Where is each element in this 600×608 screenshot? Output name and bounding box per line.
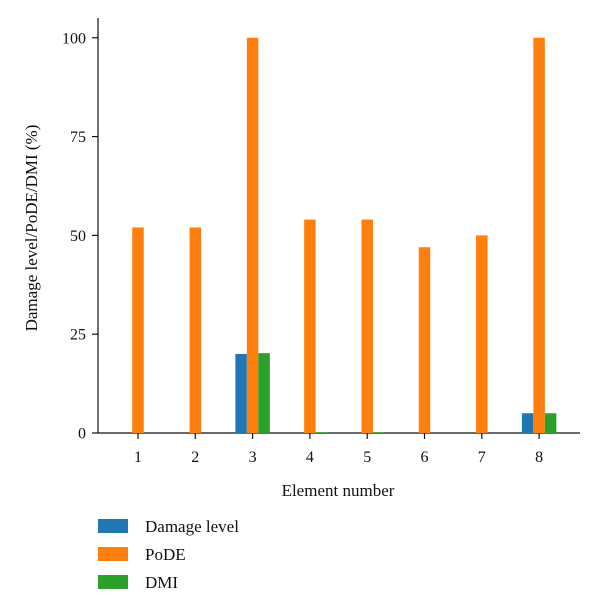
x-tick-label: 3 <box>249 449 257 466</box>
x-tick-label: 2 <box>191 449 199 466</box>
bar-pode <box>418 247 431 433</box>
bar-pode <box>533 37 545 434</box>
bar-pode <box>361 219 373 433</box>
y-tick-label: 50 <box>70 228 86 245</box>
bar-pode <box>132 227 144 433</box>
x-tick-label: 8 <box>535 449 543 466</box>
bars <box>132 37 557 434</box>
y-tick-label: 75 <box>70 129 86 146</box>
bar-dmi <box>258 353 270 433</box>
y-axis-ticks: 0 25 50 75 100 <box>62 30 98 443</box>
x-axis-label: Element number <box>282 481 395 500</box>
x-tick-label: 7 <box>478 449 486 466</box>
x-tick-label: 6 <box>421 449 429 466</box>
x-tick-label: 4 <box>306 449 314 466</box>
bar-damage-level <box>521 413 534 433</box>
y-tick-label: 25 <box>70 327 86 344</box>
y-tick-label: 100 <box>62 30 86 47</box>
bar-pode <box>304 219 316 433</box>
legend-label: PoDE <box>145 545 186 564</box>
bar-dmi <box>544 413 557 433</box>
legend-swatch <box>98 575 128 589</box>
bar-pode <box>189 227 202 433</box>
plot-area: 0 25 50 75 100 1 2 3 4 5 6 7 8 <box>62 18 580 466</box>
bar-pode <box>476 235 488 433</box>
bar-dmi <box>372 432 385 433</box>
x-tick-label: 5 <box>363 449 371 466</box>
y-axis-label: Damage level/PoDE/DMI (%) <box>22 125 41 332</box>
legend-label: Damage level <box>145 517 239 536</box>
bar-pode <box>246 37 259 434</box>
y-tick-label: 0 <box>78 426 86 443</box>
legend-label: DMI <box>145 573 178 592</box>
legend: Damage level PoDE DMI <box>98 517 239 592</box>
bar-dmi <box>315 432 328 433</box>
bar-damage-level <box>235 353 247 433</box>
legend-swatch <box>98 547 128 561</box>
legend-swatch <box>98 519 128 533</box>
x-tick-label: 1 <box>134 449 142 466</box>
x-axis-ticks: 1 2 3 4 5 6 7 8 <box>134 433 543 466</box>
